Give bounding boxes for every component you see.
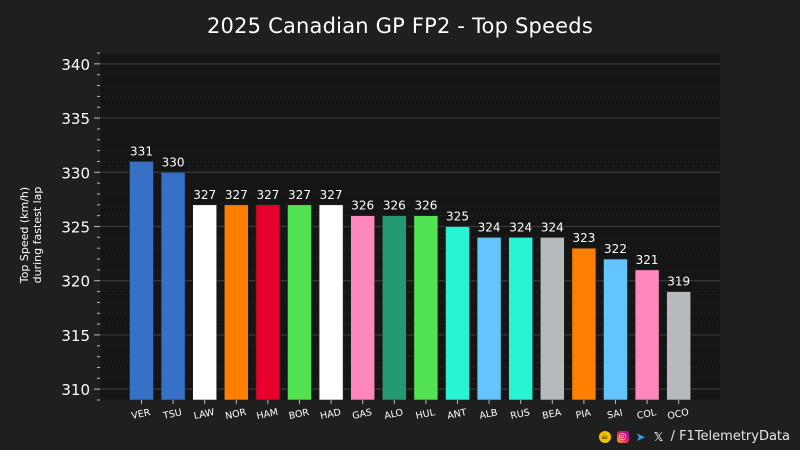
bar-nor (224, 204, 249, 401)
x-tick-label-ver: VER (130, 407, 151, 422)
y-axis-label-line1: Top Speed (km/h) (18, 187, 31, 284)
bar-gas (350, 215, 376, 401)
instagram-icon[interactable]: ◎ (616, 430, 629, 443)
data-label-ham: 327 (256, 188, 279, 202)
telegram-icon[interactable]: ➤ (635, 429, 646, 444)
x-tick-label-ham: HAM (256, 407, 280, 422)
x-axis-ticks: VER TSU LAW NOR HAM BOR HAD GAS ALO HUL ANT ALB RUS B… (130, 400, 690, 422)
data-label-nor: 327 (225, 188, 248, 202)
data-label-sai: 322 (604, 242, 627, 256)
bar-alo (381, 215, 407, 401)
data-labels: 331 330 327 327 327 327 327 326 326 326 325 324 324 3… (130, 144, 690, 288)
x-tick-label-gas: GAS (351, 407, 373, 422)
x-tick-label-ant: ANT (446, 407, 467, 422)
data-label-pia: 323 (572, 231, 595, 245)
bar-bea (539, 237, 565, 401)
y-axis-ticks: 310 315 320 325 330 335 340 (61, 52, 100, 401)
data-label-bea: 324 (541, 220, 564, 234)
buymeacoffee-icon[interactable]: ☕ (598, 430, 611, 443)
x-tick-label-rus: RUS (509, 407, 530, 422)
y-tick-label: 310 (61, 381, 90, 399)
data-label-alb: 324 (478, 220, 501, 234)
data-label-oco: 319 (667, 275, 690, 289)
data-label-had: 327 (320, 188, 343, 202)
y-tick-label: 315 (61, 327, 90, 345)
bar-alb (476, 237, 502, 401)
x-tick-label-sai: SAI (606, 408, 623, 422)
y-tick-label: 325 (61, 219, 90, 237)
x-tick-label-hul: HUL (415, 407, 437, 422)
bar-had (318, 204, 344, 401)
data-label-tsu: 330 (162, 155, 185, 169)
bar-ant (445, 226, 470, 401)
data-label-law: 327 (193, 188, 216, 202)
bar-rus (508, 237, 534, 401)
x-tick-label-col: COL (636, 407, 658, 422)
data-label-alo: 326 (383, 199, 406, 213)
x-tick-label-law: LAW (193, 407, 216, 422)
data-label-rus: 324 (509, 220, 532, 234)
bar-oco (666, 291, 692, 401)
x-tick-label-pia: PIA (575, 408, 592, 422)
x-tick-label-oco: OCO (666, 407, 689, 422)
x-tick-label-alo: ALO (383, 407, 404, 422)
bar-sai (603, 258, 628, 401)
y-axis-label: Top Speed (km/h) during fastest lap (15, 120, 45, 350)
data-label-col: 321 (636, 253, 659, 267)
x-icon[interactable]: 𝕏 (653, 429, 664, 444)
bar-ham (255, 204, 281, 401)
x-tick-label-bea: BEA (541, 407, 562, 422)
x-tick-label-bor: BOR (288, 407, 311, 422)
data-label-ant: 325 (446, 210, 469, 224)
y-tick-label: 330 (61, 164, 90, 182)
bar-bor (287, 204, 312, 401)
y-tick-label: 335 (61, 110, 90, 128)
data-label-gas: 326 (351, 199, 374, 213)
y-tick-label: 320 (61, 273, 90, 291)
bar-ver (129, 161, 154, 401)
bar-hul (413, 215, 439, 401)
y-tick-label: 340 (61, 56, 90, 74)
footer-handle: / F1TelemetryData (670, 429, 790, 444)
bar-col (634, 269, 660, 401)
x-tick-label-alb: ALB (478, 407, 498, 422)
data-label-hul: 326 (414, 199, 437, 213)
data-label-ver: 331 (130, 144, 153, 158)
footer: ☕ ◎ ➤ 𝕏 / F1TelemetryData (598, 429, 790, 444)
y-axis-label-line2: during fastest lap (31, 187, 44, 284)
bar-tsu (160, 171, 186, 401)
chart-title: 2025 Canadian GP FP2 - Top Speeds (207, 14, 593, 38)
data-label-bor: 327 (288, 188, 311, 202)
bar-pia (571, 247, 597, 401)
bar-law (192, 204, 217, 401)
x-tick-label-tsu: TSU (161, 407, 183, 422)
bars (129, 161, 692, 401)
x-tick-label-nor: NOR (224, 407, 247, 422)
x-tick-label-had: HAD (319, 407, 342, 422)
